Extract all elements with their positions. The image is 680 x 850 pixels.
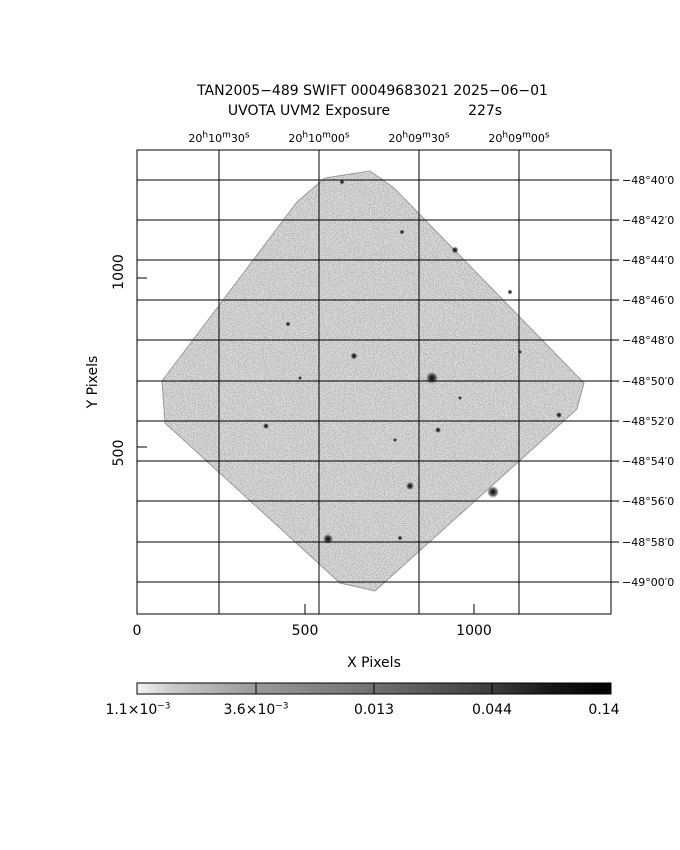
source-marker	[556, 412, 562, 418]
coordinate-grid	[137, 150, 611, 614]
dec-tick-label: −48°44′0	[622, 254, 675, 267]
source-marker	[435, 427, 441, 433]
colorbar-label: 0.013	[353, 702, 395, 718]
source-marker	[285, 321, 291, 327]
source-marker	[406, 482, 414, 490]
source-marker	[426, 372, 438, 384]
source-marker	[399, 229, 405, 235]
x-tick-label: 1000	[456, 623, 492, 639]
dec-tick-label: −48°40′0	[622, 174, 675, 187]
colorbar-label: 3.6×10−3	[223, 701, 289, 718]
axis-ticks	[137, 179, 619, 614]
x-tick-label: 500	[291, 623, 319, 639]
colorbar-label: 0.044	[471, 702, 513, 718]
dec-tick-label: −48°48′0	[622, 334, 675, 347]
source-marker	[350, 352, 358, 360]
source-marker	[298, 376, 302, 380]
plot-title-line2: UVOTA UVM2 Exposure 227s	[0, 103, 680, 119]
source-marker	[487, 486, 499, 498]
source-marker	[397, 535, 403, 541]
ra-tick-label: 20h10m30s	[188, 130, 250, 145]
source-marker	[393, 438, 397, 442]
field-outline	[161, 170, 585, 592]
field-of-view	[162, 171, 584, 591]
x-axis-label: X Pixels	[347, 655, 401, 671]
colorbar-label: 1.1×10−3	[105, 701, 171, 718]
dec-tick-label: −48°56′0	[622, 495, 675, 508]
source-marker	[339, 179, 345, 185]
ra-tick-label: 20h09m30s	[388, 130, 450, 145]
dec-tick-label: −48°52′0	[622, 415, 675, 428]
exposure-filter-label: UVOTA UVM2 Exposure	[227, 103, 391, 119]
dec-tick-label: −48°50′0	[622, 375, 675, 388]
dec-tick-label: −48°54′0	[622, 455, 675, 468]
source-marker	[263, 423, 269, 429]
source-marker	[451, 246, 459, 254]
ra-tick-label: 20h09m00s	[488, 130, 550, 145]
source-marker	[458, 396, 462, 400]
source-marker	[507, 289, 513, 295]
colorbar-label: 0.14	[588, 702, 620, 718]
plot-title-line1: TAN2005−489 SWIFT 00049683021 2025−06−01	[197, 83, 548, 99]
dec-tick-label: −48°46′0	[622, 294, 675, 307]
x-tick-label: 0	[132, 623, 142, 639]
plot-frame	[136, 149, 612, 615]
dec-tick-label: −48°42′0	[622, 214, 675, 227]
colorbar	[136, 682, 612, 695]
exposure-time: 227s	[468, 103, 503, 119]
ra-tick-label: 20h10m00s	[288, 130, 350, 145]
dec-tick-label: −48°58′0	[622, 536, 675, 549]
dec-tick-label: −49°00′0	[622, 576, 675, 589]
